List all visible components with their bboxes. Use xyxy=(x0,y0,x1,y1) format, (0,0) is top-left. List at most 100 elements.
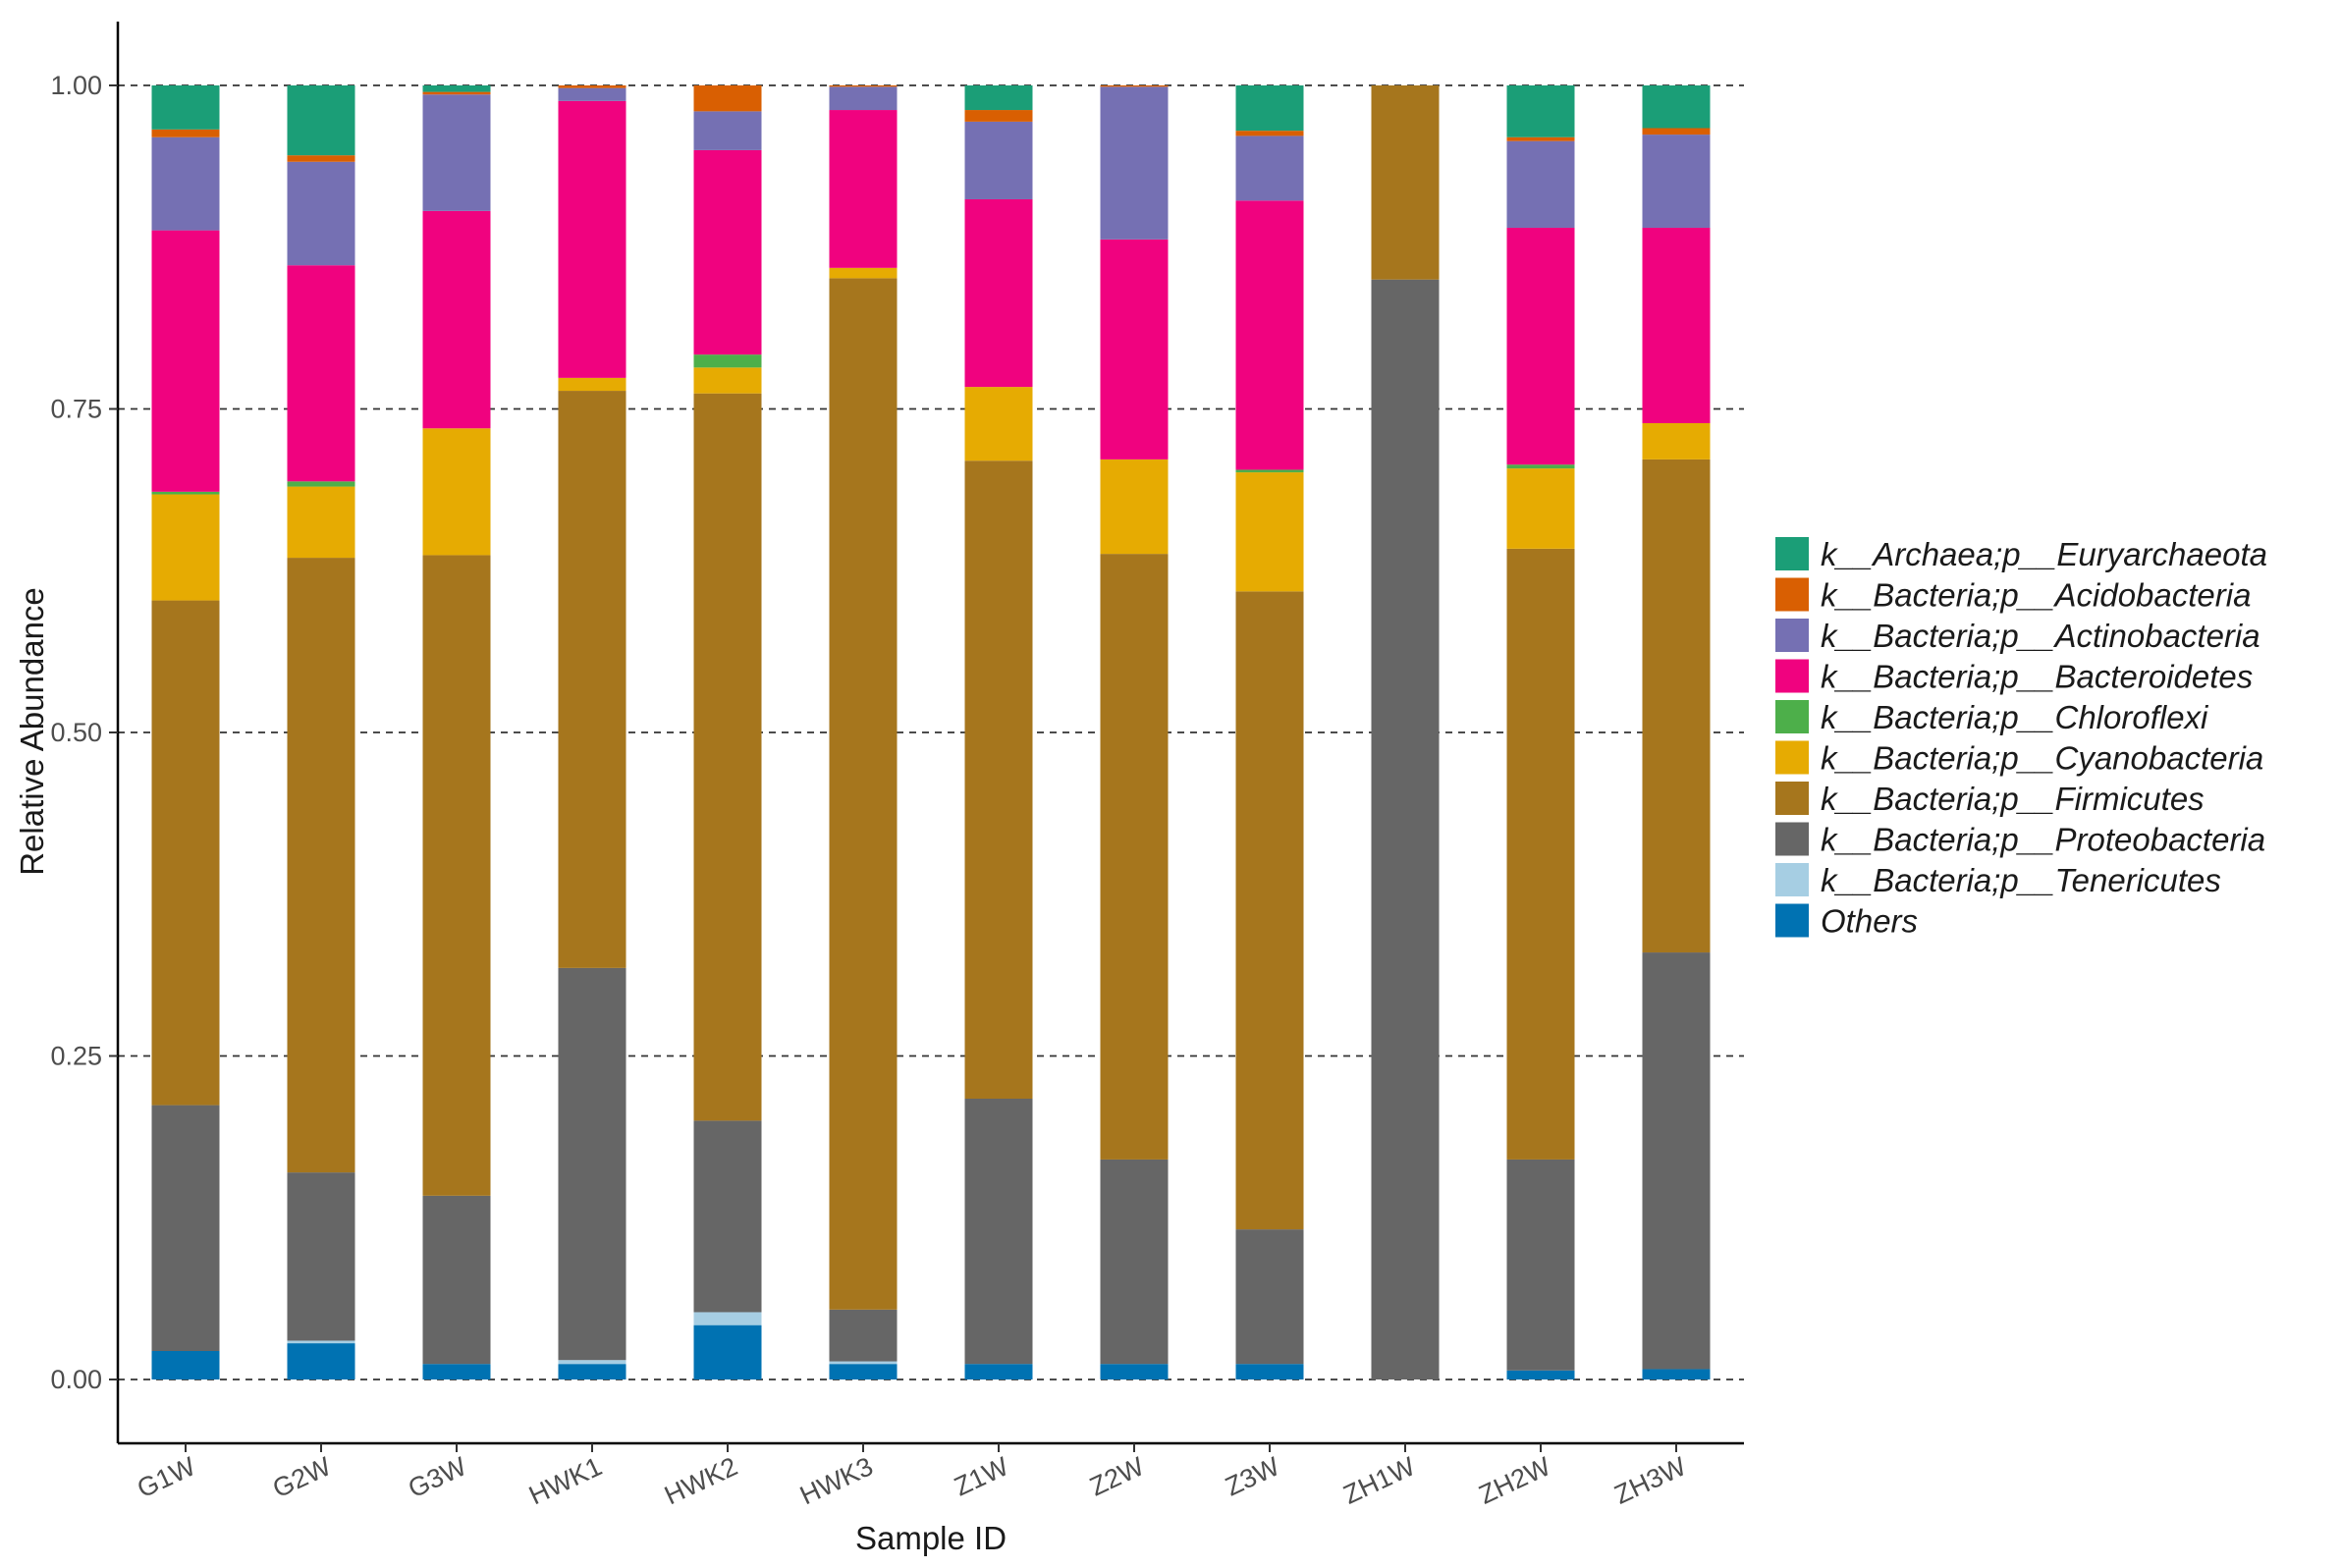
legend-swatch-k-bacteria-p-chloroflexi xyxy=(1775,700,1809,733)
bar-segment-g1w-k-bacteria-p-proteobacteria xyxy=(151,1105,220,1352)
bar-segment-hwk2-k-bacteria-p-bacteroidetes xyxy=(693,149,762,355)
legend-swatch-k-bacteria-p-tenericutes xyxy=(1775,863,1809,896)
bars xyxy=(151,85,1711,1380)
x-tick-label-z2w: Z2W xyxy=(1085,1451,1149,1501)
bar-segment-g3w-k-bacteria-p-firmicutes xyxy=(422,555,491,1196)
bar-segment-hwk2-k-bacteria-p-acidobacteria xyxy=(693,85,762,112)
x-tick-label-z3w: Z3W xyxy=(1221,1451,1284,1501)
bar-segment-z2w-others xyxy=(1100,1364,1169,1379)
legend-item-k-bacteria-p-bacteroidetes: k__Bacteria;p__Bacteroidetes xyxy=(1775,659,2253,695)
bar-segment-zh2w-k-bacteria-p-firmicutes xyxy=(1506,548,1575,1160)
legend-item-k-archaea-p-euryarchaeota: k__Archaea;p__Euryarchaeota xyxy=(1775,536,2267,572)
legend-swatch-k-bacteria-p-acidobacteria xyxy=(1775,577,1809,612)
bar-segment-hwk2-k-bacteria-p-firmicutes xyxy=(693,393,762,1121)
bar-segment-g2w-k-bacteria-p-cyanobacteria xyxy=(287,486,355,559)
y-axis-title: Relative Abundance xyxy=(14,587,50,876)
bar-segment-g3w-k-bacteria-p-proteobacteria xyxy=(422,1195,491,1365)
y-ticks: 0.00 0.25 0.50 0.75 1.00 xyxy=(50,71,118,1394)
legend-label-k-bacteria-p-acidobacteria: k__Bacteria;p__Acidobacteria xyxy=(1821,577,2251,614)
bar-segment-zh3w-k-bacteria-p-cyanobacteria xyxy=(1642,422,1711,460)
legend-label-k-bacteria-p-bacteroidetes: k__Bacteria;p__Bacteroidetes xyxy=(1821,659,2253,695)
legend-swatch-k-bacteria-p-proteobacteria xyxy=(1775,822,1809,856)
x-tick-label-g2w: G2W xyxy=(268,1451,336,1503)
bar-segment-zh3w-k-bacteria-p-proteobacteria xyxy=(1642,952,1711,1370)
bar-segment-hwk1-k-bacteria-p-actinobacteria xyxy=(558,87,626,101)
bar-segment-zh1w-k-bacteria-p-firmicutes xyxy=(1371,85,1440,280)
bar-segment-g1w-k-archaea-p-euryarchaeota xyxy=(151,85,220,130)
x-tick-label-g1w: G1W xyxy=(133,1451,200,1503)
bar-segment-g1w-k-bacteria-p-acidobacteria xyxy=(151,129,220,137)
bar-group-z3w xyxy=(1235,85,1304,1379)
bar-segment-zh2w-k-bacteria-p-chloroflexi xyxy=(1506,464,1575,469)
bar-segment-zh2w-k-bacteria-p-proteobacteria xyxy=(1506,1159,1575,1371)
bar-segment-hwk3-k-bacteria-p-actinobacteria xyxy=(829,86,898,111)
legend-swatch-others xyxy=(1775,903,1809,938)
legend-item-k-bacteria-p-chloroflexi: k__Bacteria;p__Chloroflexi xyxy=(1775,699,2209,735)
bar-segment-z1w-others xyxy=(964,1364,1033,1379)
bar-segment-z1w-k-bacteria-p-acidobacteria xyxy=(964,110,1033,122)
bar-segment-g2w-others xyxy=(287,1343,355,1379)
x-tick-label-zh2w: ZH2W xyxy=(1475,1451,1555,1510)
bar-segment-hwk1-k-bacteria-p-bacteroidetes xyxy=(558,100,626,378)
grid-lines xyxy=(118,84,1744,1380)
bar-segment-hwk2-k-bacteria-p-actinobacteria xyxy=(693,111,762,150)
bar-segment-z2w-k-bacteria-p-firmicutes xyxy=(1100,554,1169,1160)
bar-segment-z3w-k-bacteria-p-actinobacteria xyxy=(1235,135,1304,201)
legend-item-k-bacteria-p-tenericutes: k__Bacteria;p__Tenericutes xyxy=(1775,862,2221,898)
bar-segment-zh2w-k-bacteria-p-acidobacteria xyxy=(1506,136,1575,141)
bar-segment-hwk1-k-bacteria-p-proteobacteria xyxy=(558,967,626,1361)
bar-segment-z1w-k-archaea-p-euryarchaeota xyxy=(964,85,1033,111)
bar-segment-z3w-k-bacteria-p-proteobacteria xyxy=(1235,1229,1304,1365)
bar-segment-hwk1-k-bacteria-p-acidobacteria xyxy=(558,85,626,88)
legend-item-k-bacteria-p-cyanobacteria: k__Bacteria;p__Cyanobacteria xyxy=(1775,740,2263,777)
legend-item-k-bacteria-p-proteobacteria: k__Bacteria;p__Proteobacteria xyxy=(1775,822,2265,858)
y-tick-label-4: 1.00 xyxy=(50,71,102,100)
bar-segment-g3w-k-bacteria-p-bacteroidetes xyxy=(422,210,491,429)
bar-segment-z1w-k-bacteria-p-proteobacteria xyxy=(964,1098,1033,1365)
bar-segment-zh2w-k-bacteria-p-cyanobacteria xyxy=(1506,468,1575,549)
bar-segment-g3w-k-archaea-p-euryarchaeota xyxy=(422,85,491,92)
y-tick-label-1: 0.25 xyxy=(50,1042,102,1071)
bar-segment-hwk3-k-bacteria-p-tenericutes xyxy=(829,1361,898,1365)
bar-group-hwk3 xyxy=(829,85,898,1379)
bar-group-zh1w xyxy=(1371,85,1440,1380)
bar-segment-z1w-k-bacteria-p-cyanobacteria xyxy=(964,387,1033,461)
bar-segment-z2w-k-bacteria-p-actinobacteria xyxy=(1100,86,1169,240)
bar-segment-hwk2-k-bacteria-p-cyanobacteria xyxy=(693,367,762,394)
bar-segment-hwk3-k-bacteria-p-proteobacteria xyxy=(829,1309,898,1362)
bar-segment-g1w-k-bacteria-p-actinobacteria xyxy=(151,136,220,231)
bar-segment-g2w-k-bacteria-p-proteobacteria xyxy=(287,1172,355,1341)
legend-label-others: Others xyxy=(1821,903,1918,940)
y-tick-label-2: 0.50 xyxy=(50,718,102,747)
bar-segment-g1w-k-bacteria-p-chloroflexi xyxy=(151,491,220,495)
bar-segment-hwk3-k-bacteria-p-cyanobacteria xyxy=(829,267,898,279)
bar-group-zh3w xyxy=(1642,85,1711,1379)
legend-item-k-bacteria-p-acidobacteria: k__Bacteria;p__Acidobacteria xyxy=(1775,577,2251,614)
bar-segment-z3w-k-bacteria-p-chloroflexi xyxy=(1235,469,1304,473)
x-ticks: G1W G2W G3W HWK1 HWK2 HWK3 Z1W Z2W Z3W ZH1W ZH2W ZH… xyxy=(133,1443,1691,1510)
legend-swatch-k-bacteria-p-actinobacteria xyxy=(1775,619,1809,652)
bar-group-z1w xyxy=(964,85,1033,1379)
bar-segment-hwk1-others xyxy=(558,1364,626,1379)
bar-segment-z3w-k-bacteria-p-cyanobacteria xyxy=(1235,472,1304,592)
bar-segment-g1w-others xyxy=(151,1351,220,1379)
bar-segment-z3w-k-bacteria-p-firmicutes xyxy=(1235,591,1304,1230)
legend-label-k-bacteria-p-chloroflexi: k__Bacteria;p__Chloroflexi xyxy=(1821,699,2209,735)
bar-segment-g2w-k-bacteria-p-actinobacteria xyxy=(287,161,355,266)
bar-segment-z2w-k-bacteria-p-proteobacteria xyxy=(1100,1159,1169,1365)
bar-segment-hwk2-k-bacteria-p-tenericutes xyxy=(693,1312,762,1325)
bar-segment-z3w-k-bacteria-p-acidobacteria xyxy=(1235,131,1304,136)
legend-label-k-bacteria-p-tenericutes: k__Bacteria;p__Tenericutes xyxy=(1821,862,2221,898)
bar-segment-g2w-k-bacteria-p-bacteroidetes xyxy=(287,265,355,482)
bar-segment-zh3w-k-archaea-p-euryarchaeota xyxy=(1642,85,1711,129)
bar-segment-hwk1-k-bacteria-p-cyanobacteria xyxy=(558,377,626,392)
bar-segment-z2w-k-bacteria-p-bacteroidetes xyxy=(1100,239,1169,460)
bar-segment-g3w-k-bacteria-p-cyanobacteria xyxy=(422,428,491,556)
bar-segment-hwk2-others xyxy=(693,1325,762,1379)
x-tick-label-hwk1: HWK1 xyxy=(524,1451,606,1510)
bar-segment-hwk1-k-bacteria-p-tenericutes xyxy=(558,1360,626,1365)
bar-segment-g1w-k-bacteria-p-cyanobacteria xyxy=(151,494,220,601)
bar-group-zh2w xyxy=(1506,85,1575,1379)
bar-segment-z2w-k-bacteria-p-cyanobacteria xyxy=(1100,459,1169,555)
